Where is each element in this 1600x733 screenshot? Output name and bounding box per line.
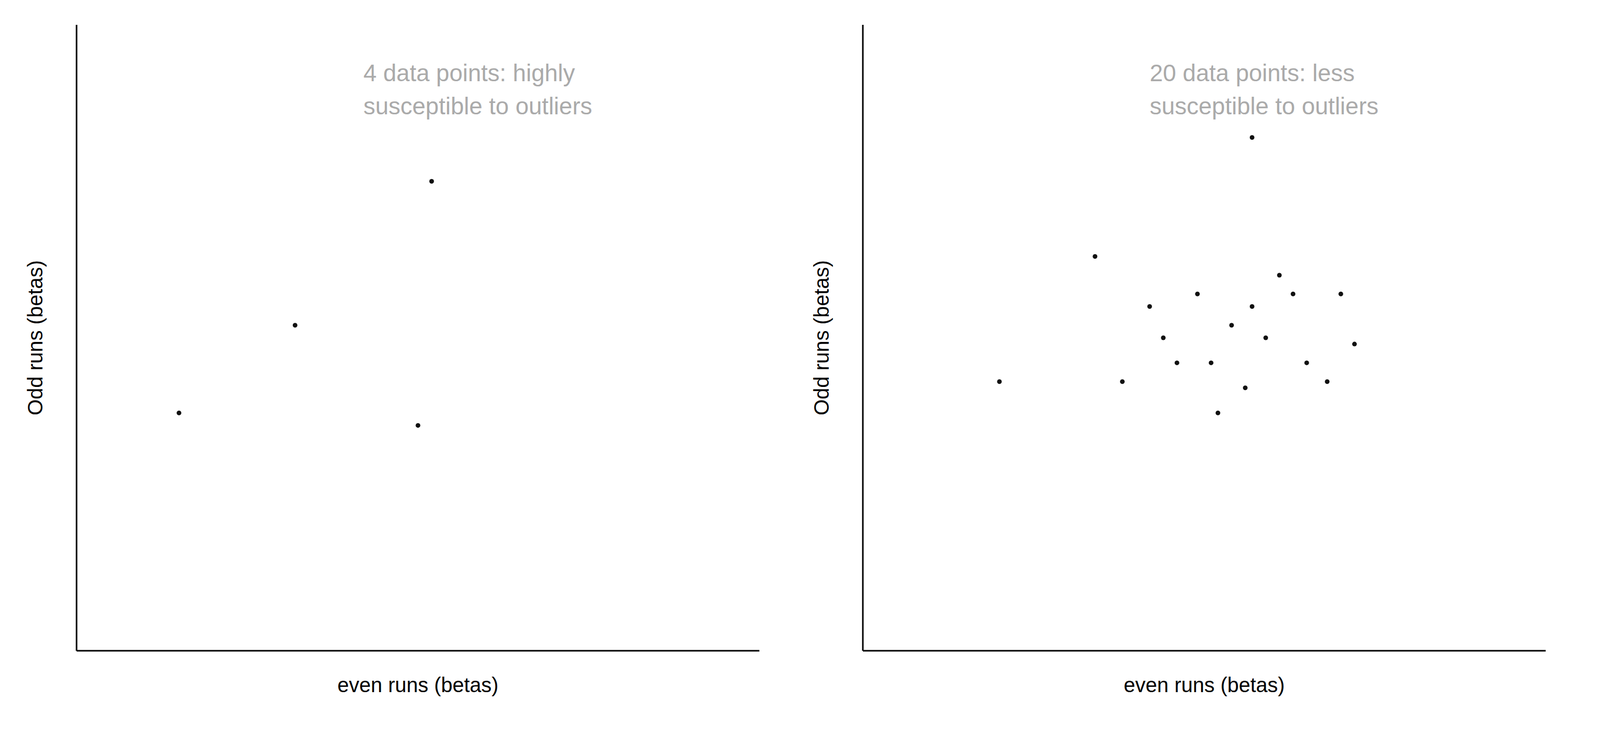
html-text:susceptible to outliers: susceptible to outliers — [363, 92, 593, 120]
html-text:20 data points: less: 20 data points: less — [1149, 59, 1355, 87]
svg-text:Odd runs (betas): Odd runs (betas) — [23, 260, 47, 416]
html-text:susceptible to outliers: susceptible to outliers — [1149, 92, 1379, 120]
svg-text:even runs (betas): even runs (betas) — [1123, 673, 1285, 697]
html-text:4 data points: highly: 4 data points: highly — [363, 59, 576, 87]
svg-text:even runs (betas): even runs (betas) — [337, 673, 499, 697]
svg-text:Odd runs (betas): Odd runs (betas) — [810, 260, 833, 416]
